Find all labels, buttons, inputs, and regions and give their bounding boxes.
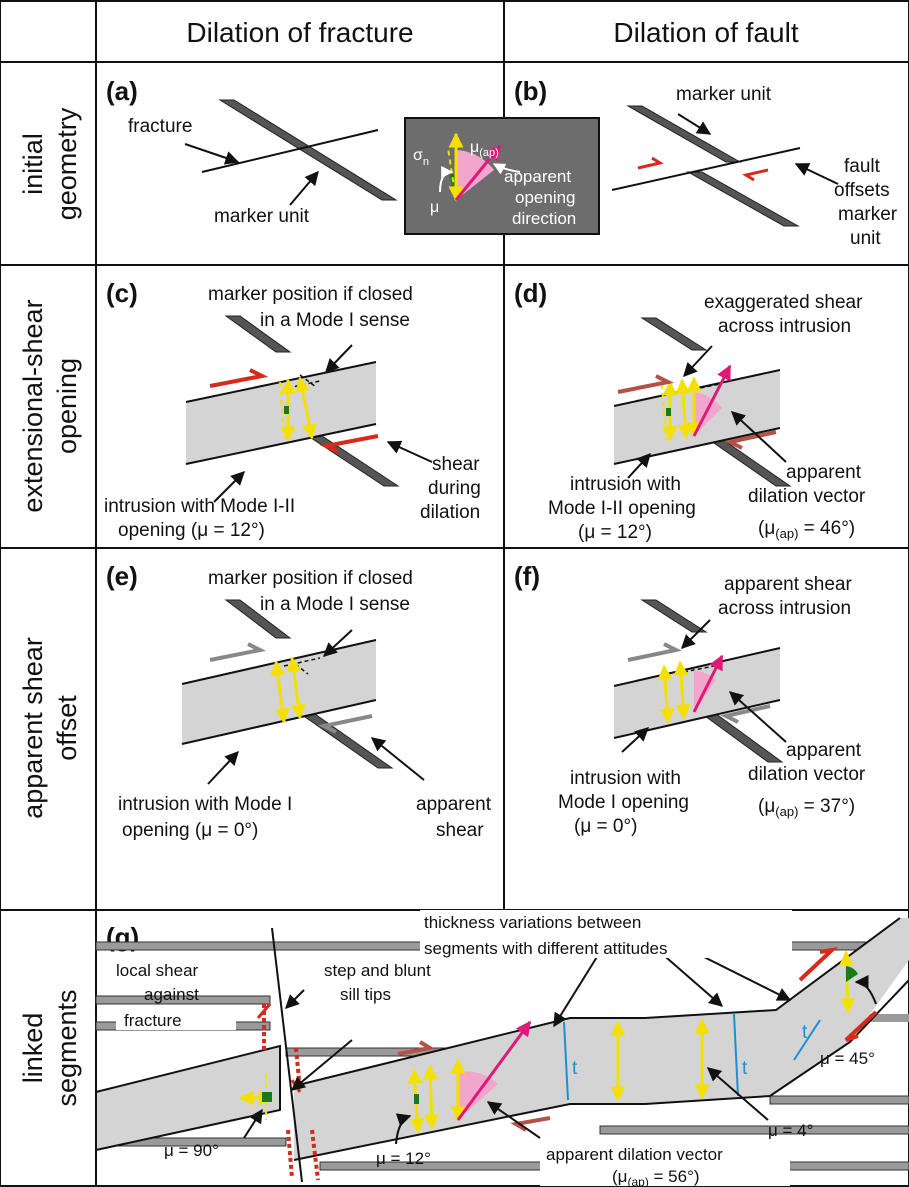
label-c-intrusion-1: intrusion with Mode I-II [104,496,295,517]
label-g-thickness-2: segments with different attitudes [424,939,668,958]
label-fault-3: marker [838,204,898,225]
label-g-fracture-backing [116,1008,236,1030]
label-e-intrusion-1: intrusion with Mode I [118,794,292,815]
panel-label-f: (f) [514,561,540,591]
svg-text:initial: initial [18,133,48,195]
panel-label-d: (d) [514,278,547,308]
label-f-shear-2: across intrusion [718,598,851,619]
panel-e-diagram [181,599,425,785]
inset-text-line3: direction [512,209,576,228]
label-g-mu-90: μ = 90° [164,1141,219,1160]
column-header-fault: Dilation of fault [613,17,798,48]
row-label-linked-segments: linked segments [18,989,82,1106]
label-g-thickness-backing [420,910,792,958]
svg-text:offset: offset [52,695,82,761]
panel-a-diagram [184,99,398,206]
label-e-apparent-1: apparent [416,794,492,815]
label-c-shear-2: during [428,478,481,499]
inset-mu-ap-label: μ(ap) [470,139,499,159]
label-g-t-2: t [742,1058,748,1079]
label-g-mu-45: μ = 45° [820,1049,875,1068]
label-fault-2: offsets [834,180,890,201]
label-g-local-3: fracture [124,1011,182,1030]
label-d-dilation-2: dilation vector [748,486,866,507]
svg-text:segments: segments [52,989,82,1106]
label-fracture: fracture [128,116,192,137]
panel-label-a: (a) [106,76,138,106]
panel-label-b: (b) [514,76,547,106]
label-f-dilation-3: (μ(ap) = 37°) [758,796,855,819]
row-label-extensional-shear: extensional-shear opening [18,299,82,512]
label-c-intrusion-2: opening (μ = 12°) [118,520,265,541]
label-g-local-2: against [144,985,199,1004]
inset-mu-label: μ [430,199,439,216]
label-d-intrusion-1: intrusion with [570,474,681,495]
label-d-intrusion-3: (μ = 12°) [578,522,652,543]
label-f-intrusion-1: intrusion with [570,768,681,789]
label-c-position-2: in a Mode I sense [260,310,410,331]
label-g-step-backing [310,958,478,984]
label-fault-4: unit [850,228,881,249]
label-g-mu-12: μ = 12° [376,1149,431,1168]
label-e-position-2: in a Mode I sense [260,594,410,615]
inset-sigma-label: σn [413,147,429,168]
label-c-position-1: marker position if closed [208,284,413,305]
label-c-shear-1: shear [432,454,480,475]
row-label-apparent-shear: apparent shear offset [18,637,82,819]
svg-text:geometry: geometry [52,107,82,220]
svg-text:extensional-shear: extensional-shear [18,299,48,512]
label-fault-1: fault [844,156,881,177]
inset-opening-direction [404,117,600,235]
svg-text:apparent shear: apparent shear [18,637,48,819]
label-e-intrusion-2: opening (μ = 0°) [122,820,258,841]
label-d-intrusion-2: Mode I-II opening [548,498,696,519]
panel-f-diagram [613,599,787,763]
label-g-step-1: step and blunt [324,961,431,980]
label-c-shear-3: dilation [420,502,480,523]
label-f-shear-1: apparent shear [724,574,852,595]
panel-c-diagram [185,315,433,503]
label-g-dilation-backing [540,1142,790,1186]
label-g-dilation-2: (μ(ap) = 56°) [612,1167,700,1187]
label-d-dilation-1: apparent [786,462,862,483]
label-f-intrusion-3: (μ = 0°) [574,816,637,837]
panel-b-diagram [611,105,839,227]
label-g-t-1: t [572,1058,578,1079]
label-e-position-1: marker position if closed [208,568,413,589]
label-f-intrusion-2: Mode I opening [558,792,689,813]
svg-text:opening: opening [52,358,82,454]
label-g-mu-4: μ = 4° [768,1121,813,1140]
panel-d-diagram [613,317,792,487]
panel-label-e: (e) [106,561,138,591]
label-marker-unit: marker unit [214,206,310,227]
label-g-local-1: local shear [116,961,199,980]
column-header-fracture: Dilation of fracture [186,17,413,48]
panel-label-c: (c) [106,278,138,308]
label-g-thickness-1: thickness variations between [424,913,641,932]
label-marker-unit-b: marker unit [676,84,772,105]
label-g-dilation-1: apparent dilation vector [546,1145,723,1164]
label-f-dilation-2: dilation vector [748,764,866,785]
row-label-initial-geometry: initial geometry [18,107,82,220]
label-g-local-backing [108,958,240,982]
label-d-exaggerated-2: across intrusion [718,316,851,337]
label-d-dilation-3: (μ(ap) = 46°) [758,518,855,541]
label-g-t-3: t [802,1022,808,1043]
inset-text-line1: apparent [504,167,571,186]
label-d-exaggerated-1: exaggerated shear [704,292,863,313]
label-g-step-2: sill tips [340,985,391,1004]
label-f-dilation-1: apparent [786,740,862,761]
inset-text-line2: opening [515,188,576,207]
svg-text:linked: linked [18,1013,48,1084]
label-e-apparent-2: shear [436,820,484,841]
